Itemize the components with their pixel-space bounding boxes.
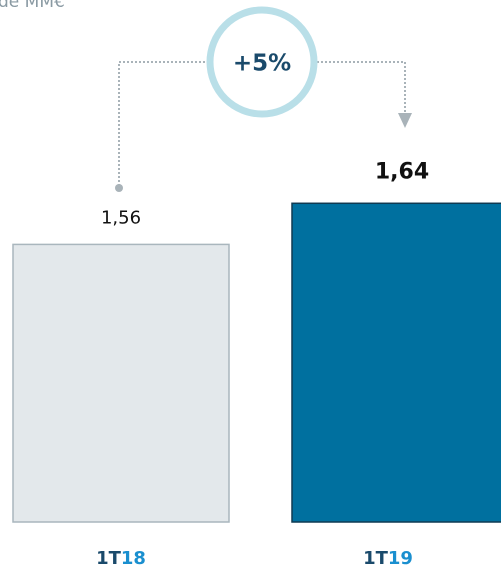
chart-title: de MM€ xyxy=(0,0,65,12)
connector xyxy=(118,61,406,186)
connector-arrow xyxy=(398,113,412,128)
bar xyxy=(12,243,230,523)
category-label: 1T19 xyxy=(363,548,413,569)
connector-dot xyxy=(115,184,123,192)
category-part: 18 xyxy=(121,548,146,569)
category-part: 1T xyxy=(96,548,122,569)
value-label: 1,64 xyxy=(375,159,429,184)
value-label: 1,56 xyxy=(101,207,141,228)
category-part: 19 xyxy=(388,548,413,569)
connector-right xyxy=(317,61,406,114)
bar xyxy=(291,202,501,523)
change-label: +5% xyxy=(233,51,291,77)
change-badge xyxy=(206,6,318,118)
category-part: 1T xyxy=(363,548,389,569)
connector-left xyxy=(118,61,207,186)
category-label: 1T18 xyxy=(96,548,146,569)
